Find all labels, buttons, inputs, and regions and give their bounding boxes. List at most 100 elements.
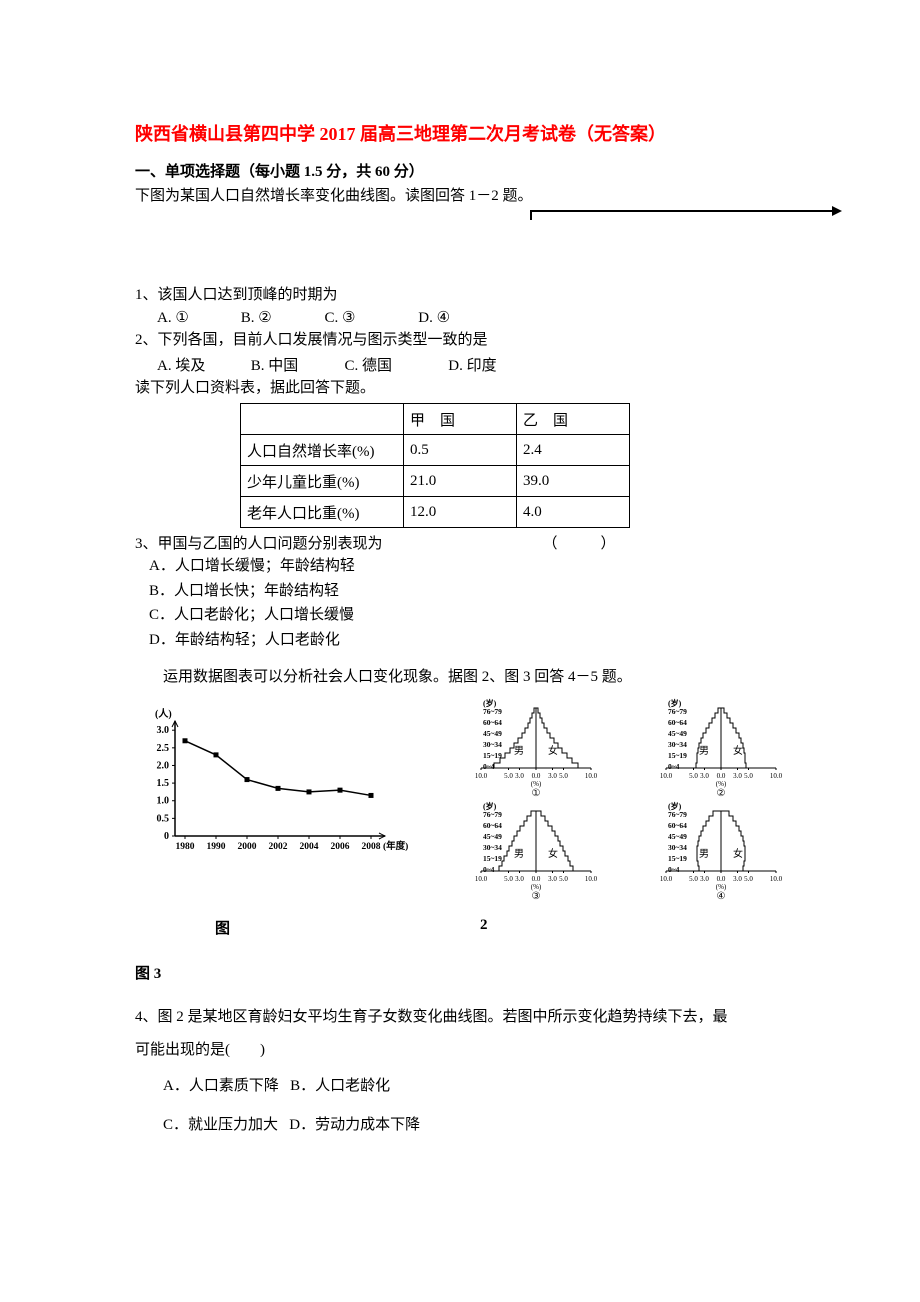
svg-text:1980: 1980 [176, 842, 195, 852]
figure-3: (岁)76~7960~6445~4930~3415~190~4男女10.05.0… [441, 696, 811, 911]
svg-text:2.0: 2.0 [157, 760, 170, 771]
svg-text:5.0: 5.0 [744, 875, 753, 883]
svg-text:0.5: 0.5 [157, 813, 170, 824]
q4-opt-c: C．就业压力加大 [163, 1117, 278, 1133]
table-cell: 0.5 [404, 435, 517, 466]
q2-opt-d: D. 印度 [448, 354, 538, 375]
population-table: 甲 国 乙 国 人口自然增长率(%) 0.5 2.4 少年儿童比重(%) 21.… [240, 403, 630, 528]
question-4-stem-b: 可能出现的是( ) [135, 1034, 790, 1067]
svg-text:(%): (%) [716, 780, 727, 788]
svg-text:5.0: 5.0 [744, 772, 753, 780]
figure-2-number: 2 [480, 917, 488, 938]
q3-opt-a: A．人口增长缓慢；年龄结构轻 [135, 555, 790, 578]
svg-text:45~49: 45~49 [483, 729, 502, 738]
svg-text:45~49: 45~49 [483, 832, 502, 841]
svg-text:男: 男 [514, 745, 524, 757]
svg-text:(年度): (年度) [383, 840, 408, 852]
q1-opt-c: C. ③ [325, 308, 415, 327]
q4-opts-row1: A．人口素质下降 B．人口老龄化 [163, 1067, 790, 1106]
q2-opt-b: B. 中国 [251, 354, 341, 375]
svg-text:10.0: 10.0 [585, 772, 598, 780]
svg-text:3.0: 3.0 [515, 875, 524, 883]
svg-text:1.0: 1.0 [157, 796, 170, 807]
svg-text:76~79: 76~79 [668, 707, 687, 716]
svg-text:15~19: 15~19 [668, 854, 687, 863]
table-cell: 39.0 [517, 466, 630, 497]
table-cell [241, 404, 404, 435]
svg-text:45~49: 45~49 [668, 729, 687, 738]
q1-opt-b: B. ② [241, 308, 321, 327]
table-cell: 21.0 [404, 466, 517, 497]
q3-opt-b: B．人口增长快；年龄结构轻 [135, 580, 790, 603]
svg-text:2000: 2000 [238, 842, 257, 852]
svg-text:男: 男 [699, 848, 709, 860]
svg-text:男: 男 [514, 848, 524, 860]
svg-text:④: ④ [717, 891, 726, 902]
figure-2-label: 图 [135, 917, 230, 938]
svg-text:2002: 2002 [269, 842, 288, 852]
svg-text:2.5: 2.5 [157, 743, 170, 754]
svg-text:30~34: 30~34 [668, 843, 687, 852]
pyramid-charts-icon: (岁)76~7960~6445~4930~3415~190~4男女10.05.0… [441, 696, 811, 906]
svg-text:0.0: 0.0 [532, 772, 541, 780]
svg-text:3.0: 3.0 [548, 772, 557, 780]
table-cell: 2.4 [517, 435, 630, 466]
question-1-options: A. ① B. ② C. ③ D. ④ [135, 308, 790, 327]
svg-text:男: 男 [699, 745, 709, 757]
placeholder-arrow [135, 210, 790, 224]
svg-text:0~4: 0~4 [668, 865, 680, 874]
table-row: 老年人口比重(%) 12.0 4.0 [241, 497, 630, 528]
svg-text:5.0: 5.0 [504, 875, 513, 883]
svg-text:76~79: 76~79 [483, 810, 502, 819]
table-cell: 少年儿童比重(%) [241, 466, 404, 497]
svg-text:5.0: 5.0 [559, 772, 568, 780]
figure-3-label: 图 3 [135, 962, 790, 983]
svg-text:45~49: 45~49 [668, 832, 687, 841]
line-chart-icon: 3.02.52.01.51.00.50(人)198019902000200220… [135, 696, 415, 866]
q3-opt-d: D．年龄结构轻；人口老龄化 [135, 629, 790, 652]
table-cell: 甲 国 [404, 404, 517, 435]
svg-text:30~34: 30~34 [668, 740, 687, 749]
svg-text:10.0: 10.0 [770, 772, 783, 780]
svg-text:60~64: 60~64 [668, 718, 687, 727]
q1-opt-a: A. ① [157, 308, 237, 327]
question-4-stem-a: 4、图 2 是某地区育龄妇女平均生育子女数变化曲线图。若图中所示变化趋势持续下去… [135, 1001, 790, 1034]
table-cell: 乙 国 [517, 404, 630, 435]
svg-text:60~64: 60~64 [668, 821, 687, 830]
svg-text:3.0: 3.0 [733, 772, 742, 780]
svg-text:60~64: 60~64 [483, 718, 502, 727]
svg-text:10.0: 10.0 [660, 875, 673, 883]
svg-text:(人): (人) [155, 707, 172, 720]
svg-text:3.0: 3.0 [548, 875, 557, 883]
svg-text:10.0: 10.0 [475, 875, 488, 883]
svg-text:5.0: 5.0 [689, 875, 698, 883]
svg-text:女: 女 [548, 847, 558, 860]
table-cell: 4.0 [517, 497, 630, 528]
q3-opt-c: C．人口老龄化；人口增长缓慢 [135, 604, 790, 627]
svg-text:0.0: 0.0 [532, 875, 541, 883]
svg-text:①: ① [532, 788, 541, 799]
svg-text:3.0: 3.0 [700, 772, 709, 780]
q4-opt-a: A．人口素质下降 [163, 1078, 279, 1094]
svg-text:0~4: 0~4 [483, 762, 495, 771]
svg-text:30~34: 30~34 [483, 740, 502, 749]
svg-text:0.0: 0.0 [717, 772, 726, 780]
svg-text:10.0: 10.0 [770, 875, 783, 883]
svg-text:5.0: 5.0 [504, 772, 513, 780]
svg-text:2008: 2008 [362, 842, 381, 852]
svg-text:②: ② [717, 788, 726, 799]
intro-text-1: 下图为某国人口自然增长率变化曲线图。读图回答 1－2 题。 [135, 185, 790, 208]
svg-text:76~79: 76~79 [483, 707, 502, 716]
page-title: 陕西省横山县第四中学 2017 届高三地理第二次月考试卷（无答案） [135, 120, 790, 146]
section-heading: 一、单项选择题（每小题 1.5 分，共 60 分） [135, 160, 790, 181]
question-2-options: A. 埃及 B. 中国 C. 德国 D. 印度 [135, 354, 790, 375]
svg-text:3.0: 3.0 [515, 772, 524, 780]
svg-text:女: 女 [733, 744, 743, 757]
question-3-stem: 3、甲国与乙国的人口问题分别表现为 [135, 532, 383, 553]
svg-text:10.0: 10.0 [475, 772, 488, 780]
svg-text:15~19: 15~19 [668, 751, 687, 760]
svg-text:0: 0 [164, 831, 169, 842]
svg-text:10.0: 10.0 [585, 875, 598, 883]
question-2-stem: 2、下列各国，目前人口发展情况与图示类型一致的是 [135, 329, 790, 352]
svg-text:10.0: 10.0 [660, 772, 673, 780]
